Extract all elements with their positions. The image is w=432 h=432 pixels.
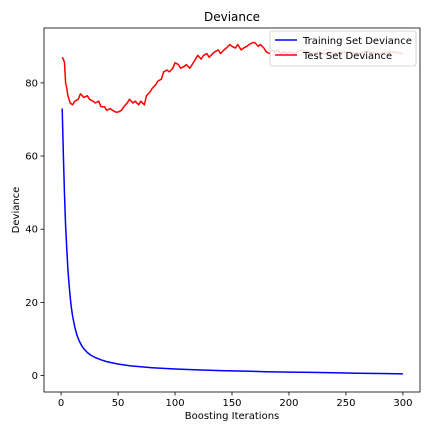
plot-area-frame xyxy=(43,27,421,393)
legend-label-training: Training Set Deviance xyxy=(302,36,412,47)
x-tick-label: 200 xyxy=(279,398,298,409)
y-tick-label: 20 xyxy=(25,298,38,309)
x-tick-label: 100 xyxy=(165,398,184,409)
plot-lines xyxy=(61,41,404,375)
y-tick-label: 60 xyxy=(25,152,38,163)
x-tick-label: 250 xyxy=(336,398,355,409)
legend-box xyxy=(269,30,417,67)
x-tick-label: 0 xyxy=(58,398,64,409)
x-axis-label: Boosting Iterations xyxy=(185,411,280,422)
series-line-training xyxy=(61,108,403,375)
chart-title: Deviance xyxy=(204,10,260,24)
y-tick-label: 0 xyxy=(32,371,38,382)
y-tick-label: 80 xyxy=(25,78,38,89)
x-axis-ticks: 0 50 100 150 200 250 300 xyxy=(58,392,412,409)
x-tick-label: 150 xyxy=(222,398,241,409)
x-tick-label: 50 xyxy=(112,398,125,409)
x-tick-label: 300 xyxy=(393,398,412,409)
y-axis-label: Deviance xyxy=(11,187,22,234)
y-tick-label: 40 xyxy=(25,225,38,236)
legend: Training Set Deviance Test Set Deviance xyxy=(269,30,417,67)
y-axis-ticks: 0 20 40 60 80 xyxy=(25,78,44,382)
legend-label-test: Test Set Deviance xyxy=(302,51,392,62)
